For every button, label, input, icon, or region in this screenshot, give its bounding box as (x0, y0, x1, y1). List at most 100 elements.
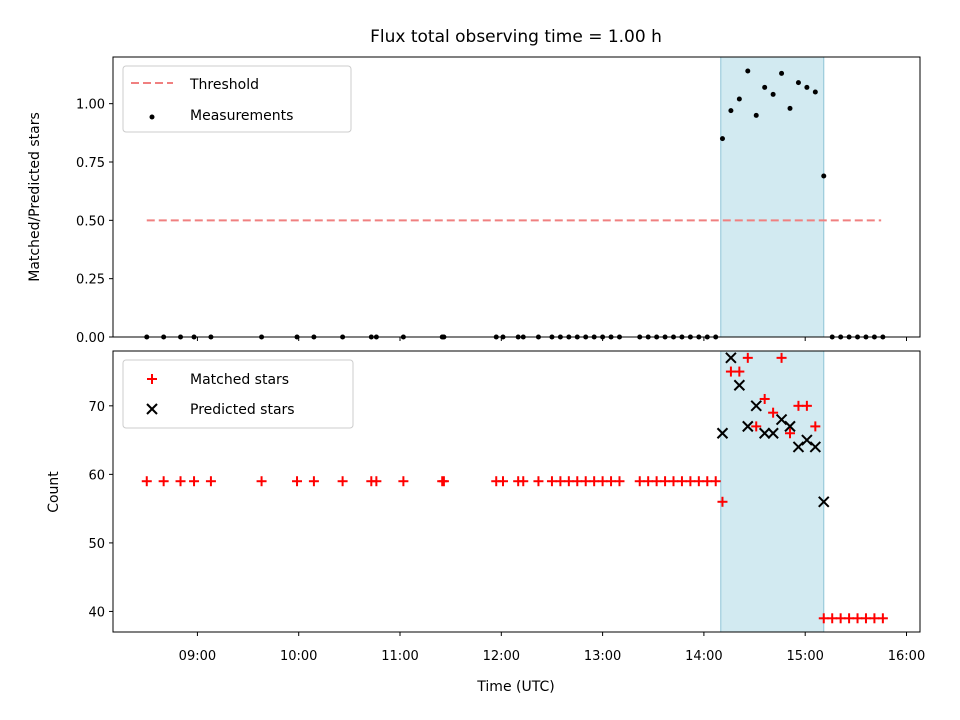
measurement-point (745, 68, 751, 74)
measurement-point (804, 84, 810, 90)
y-tick-label: 0.00 (76, 331, 105, 346)
matched-star-point (546, 476, 557, 487)
matched-star-point (398, 476, 409, 487)
chart-title: Flux total observing time = 1.00 h (370, 27, 662, 47)
matched-star-point (676, 476, 687, 487)
top-highlight-span (720, 56, 825, 338)
matched-star-point (572, 476, 583, 487)
matched-star-point (308, 476, 319, 487)
top-axes-frame (112, 56, 921, 338)
bottom-panel: 40 50 60 70 09:00 10:00 11:00 12:00 13:00 14:00 1… (46, 350, 925, 695)
matched-star-point (518, 476, 529, 487)
measurement-point (719, 136, 725, 142)
top-y-axis-label: Matched/Predicted stars (27, 112, 43, 282)
matched-star-point (742, 352, 753, 363)
bottom-legend: Matched stars Predicted stars (122, 359, 354, 429)
legend-cross-mark (146, 403, 158, 415)
x-tick-label: 16:00 (888, 649, 925, 664)
matched-star-point (337, 476, 348, 487)
measurement-point (821, 173, 827, 179)
x-tick-label: 10:00 (280, 649, 317, 664)
measurement-point (812, 89, 818, 95)
x-tick-label: 09:00 (179, 649, 216, 664)
legend-measurements-label: Measurements (190, 108, 293, 124)
predicted-star-point (809, 441, 822, 453)
predicted-star-point (733, 379, 746, 391)
predicted-star-point (716, 427, 729, 439)
x-tick-label: 11:00 (381, 649, 418, 664)
predicted-star-point (784, 420, 796, 433)
matched-star-point (189, 476, 200, 487)
measurement-point (736, 96, 742, 102)
matched-star-point (634, 476, 645, 487)
matched-star-point (693, 476, 704, 487)
matched-star-point (555, 476, 566, 487)
matched-star-point (801, 400, 812, 411)
measurement-point (787, 105, 793, 111)
matched-star-point (651, 476, 662, 487)
matched-star-point (785, 428, 796, 439)
legend-plus-mark (147, 374, 157, 384)
predicted-star-point (758, 427, 771, 439)
measurement-point (762, 84, 768, 90)
matched-star-point (563, 476, 574, 487)
matched-star-point (776, 352, 787, 363)
matched-star-point (597, 476, 608, 487)
matched-star-point (660, 476, 671, 487)
matched-star-point (589, 476, 600, 487)
matched-star-point (869, 613, 880, 624)
y-tick-label: 70 (88, 400, 105, 415)
matched-star-point (835, 613, 846, 624)
matched-star-point (768, 407, 779, 418)
matched-star-point (860, 613, 871, 624)
matched-star-point (852, 613, 863, 624)
measurement-point (770, 91, 776, 97)
measurement-point (795, 80, 801, 86)
predicted-star-point (818, 496, 830, 508)
matched-star-point (877, 613, 888, 624)
matched-star-point (438, 476, 449, 487)
matched-star-point (533, 476, 544, 487)
x-axis-label: Time (UTC) (476, 679, 554, 695)
y-tick-label: 0.75 (76, 156, 105, 171)
matched-star-point (614, 476, 625, 487)
matched-star-point (844, 613, 855, 624)
matched-star-point (734, 366, 745, 377)
y-tick-label: 40 (88, 605, 105, 620)
x-tick-label: 13:00 (584, 649, 621, 664)
y-tick-label: 0.25 (76, 273, 105, 288)
matched-star-point (725, 366, 736, 377)
x-tick-label: 14:00 (685, 649, 722, 664)
matched-star-point (497, 476, 508, 487)
legend-predicted-label: Predicted stars (190, 402, 295, 418)
matched-star-point (256, 476, 267, 487)
matched-star-point (810, 421, 821, 432)
measurement-point (728, 108, 734, 114)
matched-star-point (668, 476, 679, 487)
measurement-point (753, 112, 759, 118)
matched-star-point (793, 400, 804, 411)
predicted-star-point (801, 434, 813, 446)
matched-star-point (685, 476, 696, 487)
predicted-star-point (725, 352, 737, 364)
matched-star-point (827, 613, 838, 624)
legend-threshold-label: Threshold (189, 77, 259, 93)
bottom-y-axis-label: Count (46, 471, 62, 513)
y-tick-label: 1.00 (76, 98, 105, 113)
x-tick-label: 12:00 (483, 649, 520, 664)
legend-measurements-swatch (149, 114, 155, 120)
matched-star-point (751, 421, 762, 432)
matched-star-point (371, 476, 382, 487)
predicted-star-point (775, 413, 788, 426)
matched-star-point (606, 476, 617, 487)
legend-matched-label: Matched stars (190, 372, 289, 388)
predicted-star-point (767, 427, 779, 439)
legend-predicted-swatch (146, 403, 158, 415)
matched-star-point (158, 476, 169, 487)
matched-star-point (205, 476, 216, 487)
matched-star-point (292, 476, 303, 487)
matched-star-point (141, 476, 152, 487)
predicted-star-point (750, 400, 762, 412)
matched-star-point (818, 613, 829, 624)
